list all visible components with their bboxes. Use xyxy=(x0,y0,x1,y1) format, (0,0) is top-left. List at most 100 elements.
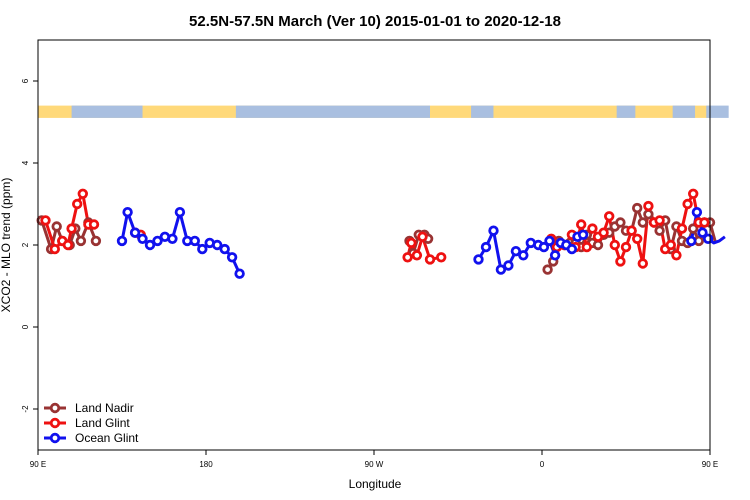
land-glint-point xyxy=(632,233,643,244)
ocean-glint-point xyxy=(122,206,133,218)
land-glint-point xyxy=(598,227,609,238)
ocean-glint-point xyxy=(566,243,578,255)
x-axis-label: Longitude xyxy=(349,477,402,491)
land-nadir-point xyxy=(637,217,648,228)
ocean-glint-point xyxy=(488,225,499,236)
map-ocean-segment xyxy=(706,105,729,118)
series-markers xyxy=(36,188,716,279)
ocean-glint-point xyxy=(697,227,708,238)
land-glint-point xyxy=(424,254,436,265)
ocean-glint-point xyxy=(152,235,163,247)
x-tick-label: 90 E xyxy=(30,460,46,469)
world-map-strip xyxy=(38,105,729,118)
land-glint-point xyxy=(654,215,665,226)
land-glint-point xyxy=(587,223,598,234)
ocean-glint-point xyxy=(211,239,223,251)
ocean-glint-point xyxy=(518,250,529,261)
chart-title: 52.5N-57.5N March (Ver 10) 2015-01-01 to… xyxy=(189,13,561,30)
land-glint-point xyxy=(620,241,632,253)
y-tick-label: 2 xyxy=(21,242,30,247)
legend-land-glint-label: Land Glint xyxy=(75,416,130,430)
land-nadir-point xyxy=(592,239,604,251)
land-nadir-point xyxy=(90,235,102,247)
legend-ocean-glint-marker xyxy=(49,432,61,444)
map-ocean-segment xyxy=(235,105,430,118)
ocean-glint-point xyxy=(577,229,589,240)
land-glint-point xyxy=(40,215,51,226)
y-tick-label: 4 xyxy=(21,160,30,165)
land-nadir-point xyxy=(542,264,553,275)
land-glint-point xyxy=(615,256,626,267)
x-tick-label: 90 E xyxy=(702,460,718,469)
land-glint-point xyxy=(62,239,74,251)
ocean-glint-point xyxy=(226,252,238,263)
ocean-glint-point xyxy=(503,260,514,271)
y-axis-label: XCO2 - MLO trend (ppm) xyxy=(0,178,13,313)
land-glint-point xyxy=(676,223,688,234)
land-glint-point xyxy=(406,237,417,249)
land-glint-point xyxy=(66,223,77,234)
land-glint-point xyxy=(682,198,693,210)
ocean-glint-point xyxy=(197,243,208,255)
y-tick-label: -2 xyxy=(21,405,30,413)
ocean-glint-point xyxy=(538,241,550,253)
land-nadir-point xyxy=(615,217,626,228)
legend-land-nadir-label: Land Nadir xyxy=(75,401,134,415)
ocean-glint-point xyxy=(544,235,555,247)
land-nadir-point xyxy=(643,209,654,220)
land-glint-point xyxy=(71,198,83,210)
land-glint-point xyxy=(604,211,615,222)
ocean-glint-point xyxy=(510,245,522,257)
legend-ocean-glint-label: Ocean Glint xyxy=(75,431,139,445)
ocean-glint-point xyxy=(473,254,484,265)
land-glint-point xyxy=(77,188,88,199)
ocean-glint-point xyxy=(129,227,141,238)
ocean-glint-point xyxy=(219,243,230,255)
land-nadir-point xyxy=(688,223,699,234)
map-ocean-segment xyxy=(672,105,696,118)
ocean-glint-point xyxy=(495,264,507,275)
land-glint-point xyxy=(643,200,654,212)
ocean-glint-point xyxy=(691,206,703,218)
land-glint-point xyxy=(576,219,587,230)
x-tick-label: 180 xyxy=(199,460,213,469)
ocean-glint-point xyxy=(116,235,128,247)
ocean-glint-point xyxy=(480,241,492,253)
ocean-glint-point xyxy=(702,233,714,244)
ocean-glint-point xyxy=(686,235,697,247)
land-glint-point xyxy=(637,258,648,269)
map-ocean-segment xyxy=(616,105,636,118)
land-glint-point xyxy=(88,219,100,230)
land-nadir-point xyxy=(632,202,643,214)
land-nadir-point xyxy=(654,225,665,236)
ocean-glint-point xyxy=(167,233,178,244)
land-glint-point xyxy=(581,241,592,253)
ocean-glint-point xyxy=(549,250,561,261)
land-glint-point xyxy=(626,225,637,236)
x-axis: 90 E 180 90 W 0 90 E xyxy=(30,450,718,469)
land-glint-point xyxy=(665,239,676,251)
land-glint-point xyxy=(402,252,413,263)
map-ocean-segment xyxy=(71,105,143,118)
land-glint-point xyxy=(609,239,620,251)
land-nadir-point xyxy=(75,235,87,247)
map-ocean-segment xyxy=(471,105,494,118)
land-glint-point xyxy=(671,250,682,261)
legend-land-glint-marker xyxy=(49,417,61,429)
land-glint-point xyxy=(436,252,447,263)
land-glint-point xyxy=(411,250,423,261)
land-glint-point xyxy=(688,188,699,199)
x-tick-label: 0 xyxy=(540,460,545,469)
ocean-glint-point xyxy=(174,206,186,218)
legend-land-nadir-marker xyxy=(49,402,61,414)
ocean-glint-point xyxy=(144,239,156,251)
x-tick-label: 90 W xyxy=(365,460,384,469)
ocean-glint-point xyxy=(137,233,148,244)
ocean-glint-point xyxy=(234,268,245,279)
land-glint-point xyxy=(417,231,428,242)
land-glint-point xyxy=(699,217,710,228)
ocean-glint-point xyxy=(189,235,200,247)
land-glint-point xyxy=(49,243,60,255)
